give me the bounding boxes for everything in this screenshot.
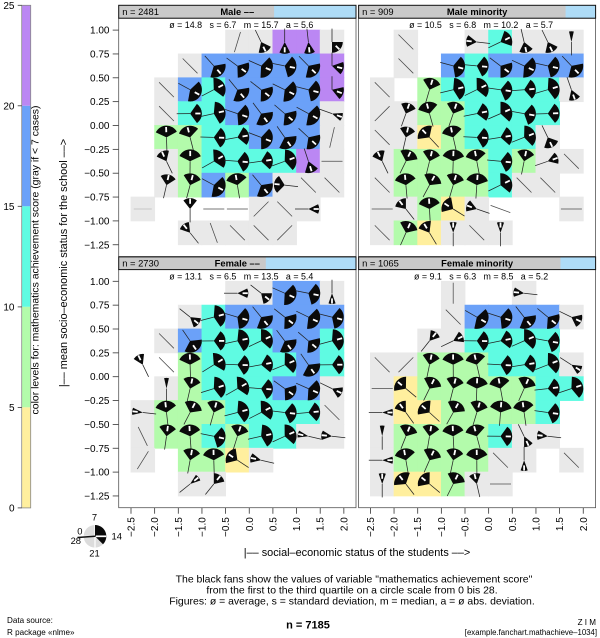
svg-text:14: 14 [112, 531, 122, 542]
svg-text:The black fans show the values: The black fans show the values of variab… [176, 574, 533, 585]
svg-text:ø = 13.1 s = 6.5 m = 13.5: ø = 13.1 s = 6.5 m = 13.5 a = 5.4 [169, 271, 313, 281]
svg-text:−0.25: −0.25 [84, 396, 110, 407]
svg-text:0: 0 [77, 526, 82, 537]
svg-text:−1.5: −1.5 [413, 517, 424, 537]
svg-text:2.0: 2.0 [579, 517, 590, 531]
svg-text:−1.0: −1.0 [197, 517, 208, 537]
svg-text:−1.25: −1.25 [84, 240, 110, 251]
svg-text:21: 21 [89, 548, 99, 559]
svg-text:0: 0 [9, 503, 15, 514]
svg-text:ø = 14.8 s = 6.7 m = 15.7: ø = 14.8 s = 6.7 m = 15.7 a = 5.6 [169, 20, 313, 30]
svg-text:−1.25: −1.25 [84, 491, 110, 502]
svg-text:20: 20 [3, 101, 15, 112]
svg-text:25: 25 [3, 1, 15, 12]
svg-text:color levels for: mathematics: color levels for: mathematics achievemen… [31, 106, 42, 415]
svg-text:−0.50: −0.50 [84, 169, 110, 180]
svg-text:−2.5: −2.5 [366, 517, 377, 537]
svg-text:0.0: 0.0 [245, 517, 256, 531]
svg-text:from the first to the third qu: from the first to the third quartile on … [206, 585, 497, 596]
svg-text:1.0: 1.0 [531, 517, 542, 531]
svg-text:Female ––: Female –– [215, 258, 260, 269]
svg-text:−2.0: −2.0 [150, 517, 161, 537]
svg-text:1.5: 1.5 [316, 517, 327, 531]
svg-text:1.00: 1.00 [90, 277, 110, 288]
svg-text:−0.25: −0.25 [84, 145, 110, 156]
svg-text:5: 5 [9, 403, 15, 414]
svg-text:0.50: 0.50 [90, 325, 110, 336]
svg-text:0.5: 0.5 [268, 517, 279, 531]
svg-text:|–– mean socio–economic status: |–– mean socio–economic status for the s… [58, 139, 70, 387]
svg-text:n = 909: n = 909 [362, 6, 394, 17]
svg-text:−0.50: −0.50 [84, 420, 110, 431]
svg-text:0.00: 0.00 [90, 121, 110, 132]
svg-text:−1.0: −1.0 [437, 517, 448, 537]
svg-text:0.75: 0.75 [90, 49, 110, 60]
svg-text:−0.5: −0.5 [221, 517, 232, 537]
svg-text:Male ––: Male –– [220, 6, 254, 17]
svg-text:−0.5: −0.5 [461, 517, 472, 537]
svg-text:R package «nlme»: R package «nlme» [7, 628, 75, 637]
svg-text:0.5: 0.5 [508, 517, 519, 531]
svg-text:0.50: 0.50 [90, 73, 110, 84]
svg-text:n = 1065: n = 1065 [362, 258, 399, 269]
svg-text:n = 2730: n = 2730 [122, 258, 159, 269]
svg-text:−0.75: −0.75 [84, 444, 110, 455]
svg-text:10: 10 [3, 302, 15, 313]
svg-text:0.25: 0.25 [90, 97, 110, 108]
svg-text:−1.5: −1.5 [174, 517, 185, 537]
svg-text:Male minority: Male minority [447, 6, 508, 17]
svg-text:−2.5: −2.5 [127, 517, 138, 537]
svg-text:[example.fanchart.mathachieve–: [example.fanchart.mathachieve–1034] [465, 628, 597, 637]
svg-text:Female minority: Female minority [441, 258, 514, 269]
svg-text:|–– social–economic status of: |–– social–economic status of the studen… [244, 547, 471, 559]
svg-text:7: 7 [92, 512, 97, 523]
svg-text:0.00: 0.00 [90, 372, 110, 383]
svg-text:ø = 9.1 s = 6.3 m = 8.5: ø = 9.1 s = 6.3 m = 8.5 a = 5.2 [414, 271, 548, 281]
svg-text:n = 7185: n = 7185 [286, 619, 330, 631]
svg-text:2.0: 2.0 [339, 517, 350, 531]
svg-text:Figures: ø = average, s = stan: Figures: ø = average, s = standard devia… [169, 596, 535, 607]
svg-text:−2.0: −2.0 [390, 517, 401, 537]
svg-text:1.0: 1.0 [292, 517, 303, 531]
svg-text:−1.00: −1.00 [84, 468, 110, 479]
svg-text:Z I M: Z I M [578, 618, 597, 627]
svg-text:1.00: 1.00 [90, 26, 110, 37]
svg-text:15: 15 [3, 202, 15, 213]
svg-text:n = 2481: n = 2481 [122, 6, 159, 17]
svg-text:ø = 10.5 s = 6.8 m = 10.2: ø = 10.5 s = 6.8 m = 10.2 a = 5.7 [409, 20, 553, 30]
svg-text:1.5: 1.5 [555, 517, 566, 531]
svg-text:0.0: 0.0 [484, 517, 495, 531]
svg-text:0.25: 0.25 [90, 348, 110, 359]
svg-text:0.75: 0.75 [90, 301, 110, 312]
svg-text:−0.75: −0.75 [84, 193, 110, 204]
svg-text:28: 28 [71, 535, 81, 546]
svg-text:Data source:: Data source: [7, 616, 53, 625]
svg-text:−1.00: −1.00 [84, 216, 110, 227]
